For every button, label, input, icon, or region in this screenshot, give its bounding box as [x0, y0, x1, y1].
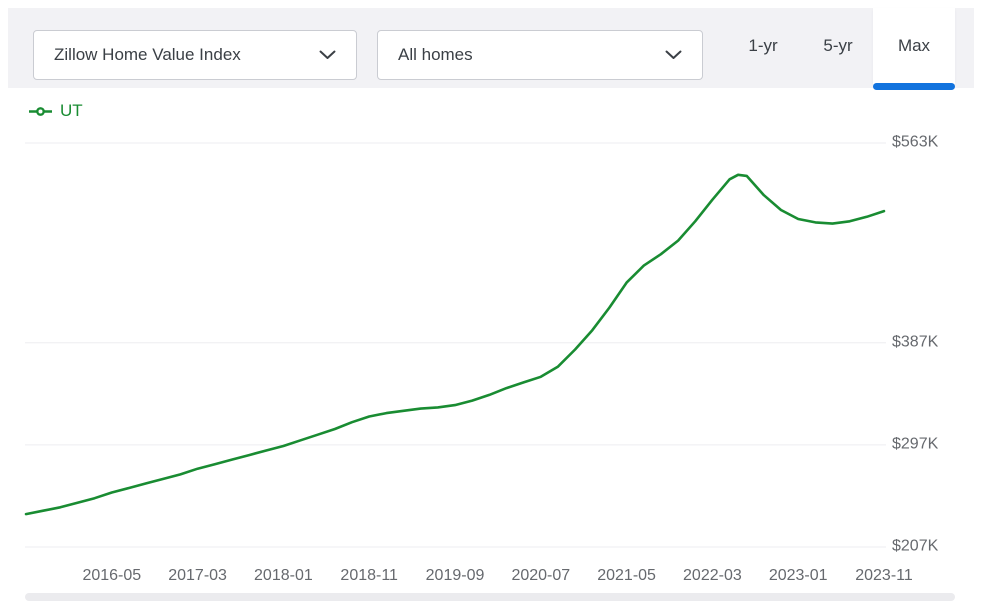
x-tick-label: 2017-03: [168, 567, 227, 584]
metric-dropdown-value: Zillow Home Value Index: [54, 45, 241, 64]
x-tick-label: 2018-11: [340, 567, 398, 584]
tab-1yr[interactable]: 1-yr: [731, 8, 795, 84]
chart-legend: UT: [28, 101, 83, 121]
x-tick-label: 2023-01: [768, 567, 828, 584]
chevron-down-icon: [319, 50, 336, 59]
tab-max[interactable]: Max: [873, 8, 955, 90]
x-tick-label: 2021-05: [597, 567, 656, 584]
tab-5yr[interactable]: 5-yr: [806, 8, 870, 84]
tab-max-label: Max: [897, 36, 931, 55]
legend-series-label: UT: [60, 101, 83, 120]
active-tab-underline: [873, 83, 955, 90]
timeline-scrollbar[interactable]: [25, 593, 955, 601]
x-tick-label: 2023-11: [855, 567, 913, 584]
chart-toolbar: Zillow Home Value Index All homes 1-yr 5…: [8, 8, 974, 90]
x-tick-label: 2019-09: [425, 567, 485, 584]
tab-5yr-label: 5-yr: [823, 36, 853, 55]
y-tick-label: $207K: [892, 537, 939, 555]
metric-dropdown[interactable]: Zillow Home Value Index: [33, 30, 357, 80]
x-tick-label: 2016-05: [82, 567, 142, 584]
tab-1yr-label: 1-yr: [748, 36, 778, 55]
x-tick-label: 2022-03: [683, 567, 742, 584]
y-tick-label: $297K: [892, 435, 939, 453]
series-line-ut[interactable]: [24, 173, 886, 516]
home-type-dropdown-value: All homes: [398, 45, 473, 64]
chevron-down-icon: [665, 50, 682, 59]
y-tick-label: $563K: [892, 133, 939, 151]
x-tick-label: 2020-07: [511, 567, 571, 584]
series-line-marker-icon: [29, 106, 52, 116]
y-tick-label: $387K: [892, 333, 939, 351]
home-type-dropdown[interactable]: All homes: [377, 30, 703, 80]
x-tick-label: 2018-01: [254, 567, 313, 584]
